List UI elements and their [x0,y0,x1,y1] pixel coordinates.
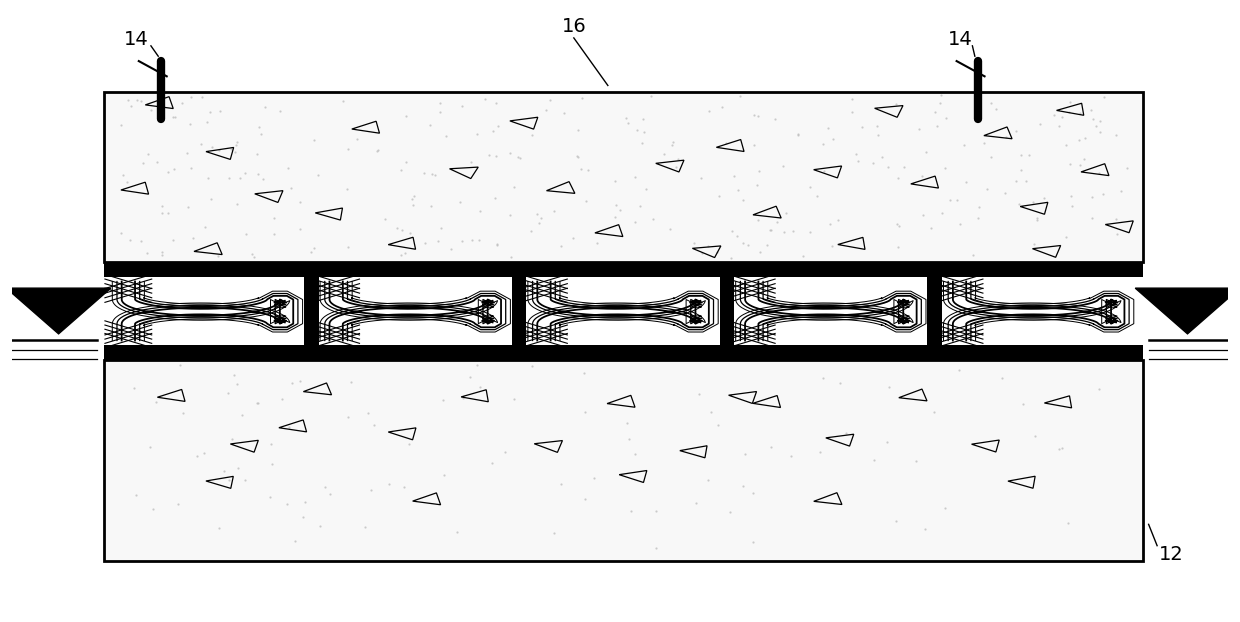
Polygon shape [122,282,293,340]
Bar [103,262,1142,277]
Bar [103,345,1142,360]
Polygon shape [745,282,916,340]
Polygon shape [1136,288,1240,334]
Bar [734,277,928,345]
Bar [719,262,734,360]
Polygon shape [537,282,709,340]
Bar [103,91,1142,262]
Polygon shape [952,282,1125,340]
Bar [304,262,319,360]
Text: 14: 14 [124,30,149,49]
Bar [942,277,1142,345]
Polygon shape [330,282,501,340]
Text: 16: 16 [562,17,587,36]
Bar [928,262,942,360]
Text: 14: 14 [947,30,972,49]
Bar [103,360,1142,561]
Bar [512,262,527,360]
Bar [104,277,305,345]
Bar [527,277,719,345]
Bar [319,277,512,345]
Text: 12: 12 [1159,545,1184,564]
Polygon shape [6,288,110,334]
